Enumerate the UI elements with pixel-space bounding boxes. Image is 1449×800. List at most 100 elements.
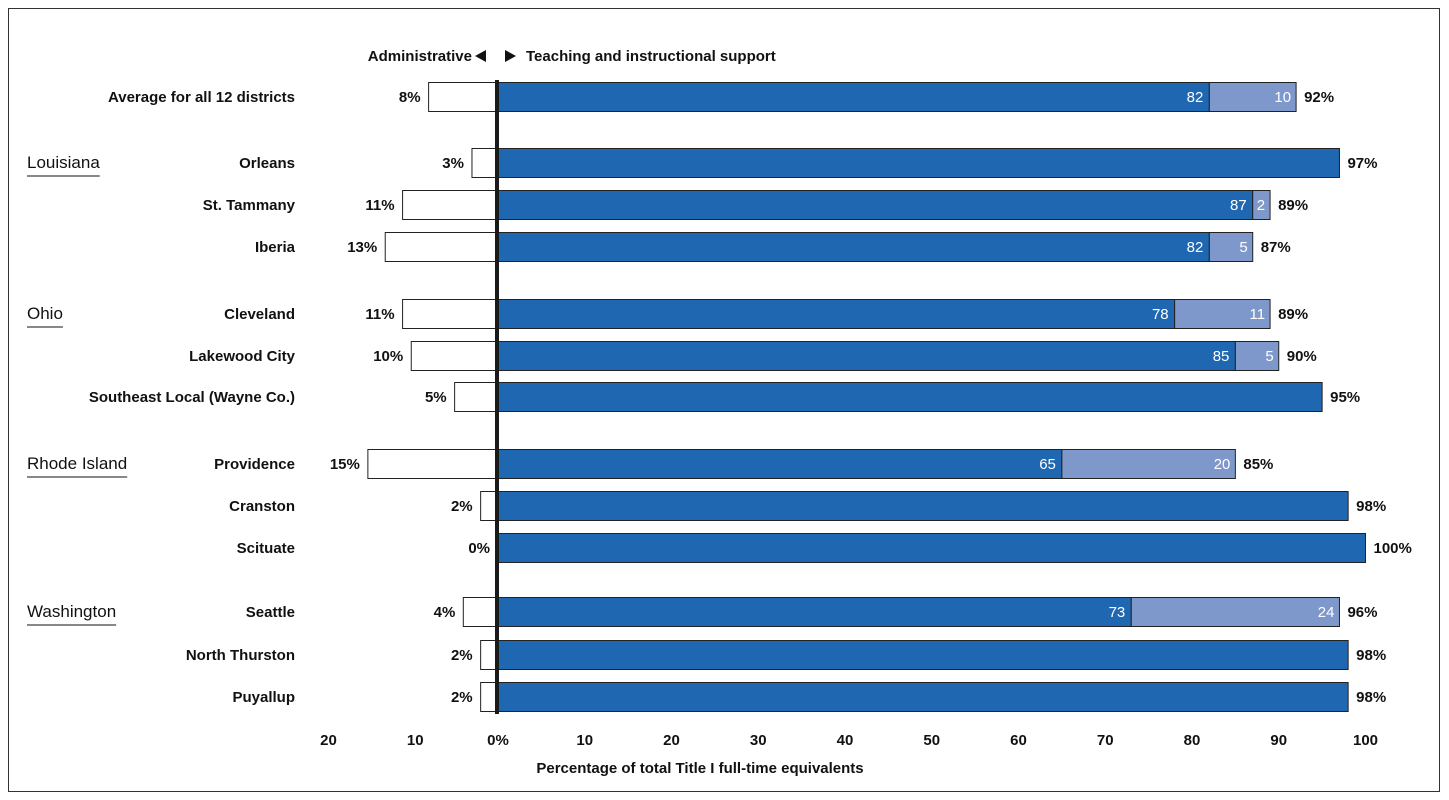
support-bar (1174, 299, 1271, 329)
header-administrative: Administrative (368, 48, 472, 65)
support-value: 5 (1239, 239, 1247, 256)
total-value: 87% (1261, 239, 1291, 256)
support-bar (1252, 190, 1271, 220)
total-value: 89% (1278, 197, 1308, 214)
teachers-value: 82 (1187, 239, 1204, 256)
support-bar (1061, 449, 1236, 479)
left-arrow-icon (475, 50, 486, 62)
administrative-value: 2% (451, 647, 473, 664)
x-axis-title: Percentage of total Title I full-time eq… (536, 760, 863, 777)
teachers-bar (497, 148, 1340, 178)
administrative-value: 2% (451, 689, 473, 706)
support-value: 2 (1257, 197, 1265, 214)
bar-row: Average for all 12 districts 8% 82 10 92% (108, 82, 1334, 112)
total-value: 90% (1287, 348, 1317, 365)
district-label: Puyallup (232, 689, 295, 706)
administrative-value: 0% (468, 540, 490, 557)
total-value: 97% (1347, 155, 1377, 172)
teachers-bar (497, 449, 1063, 479)
teachers-bar (497, 640, 1349, 670)
bar-row: Seattle 4% 73 24 96% (246, 597, 1378, 627)
x-tick-label: 40 (837, 732, 854, 749)
district-label: Providence (214, 456, 295, 473)
administrative-value: 11% (365, 306, 394, 323)
zero-axis-line (495, 80, 499, 714)
district-label: Iberia (255, 239, 296, 256)
teachers-bar (497, 682, 1349, 712)
district-label: St. Tammany (203, 197, 296, 214)
bar-row: St. Tammany 11% 87 2 89% (203, 190, 1308, 220)
support-value: 5 (1265, 348, 1273, 365)
total-value: 85% (1243, 456, 1273, 473)
total-value: 98% (1356, 689, 1386, 706)
total-value: 100% (1374, 540, 1412, 557)
teachers-value: 82 (1187, 89, 1204, 106)
support-value: 11 (1249, 306, 1265, 323)
district-label: Scituate (237, 540, 295, 557)
teachers-value: 65 (1039, 456, 1056, 473)
teachers-bar (497, 82, 1210, 112)
state-group-label: Louisiana (27, 153, 100, 172)
bar-row: Cleveland 11% 78 11 89% (224, 299, 1308, 329)
state-group-label: Washington (27, 602, 116, 621)
x-tick-label: 20 (663, 732, 680, 749)
administrative-value: 2% (451, 498, 473, 515)
bar-row: North Thurston 2% 98% (186, 640, 1386, 670)
x-tick-label: 100 (1353, 732, 1378, 749)
total-value: 98% (1356, 498, 1386, 515)
administrative-value: 5% (425, 389, 447, 406)
administrative-bar (462, 597, 499, 627)
x-tick-label: 80 (1184, 732, 1201, 749)
administrative-bar (367, 449, 499, 479)
support-value: 24 (1318, 604, 1335, 621)
chart-frame (8, 8, 1440, 792)
x-tick-label: 20 (320, 732, 337, 749)
total-value: 95% (1330, 389, 1360, 406)
support-bar (1208, 82, 1297, 112)
teachers-bar (497, 597, 1132, 627)
total-value: 92% (1304, 89, 1334, 106)
teachers-bar (497, 299, 1176, 329)
bar-row: Cranston 2% 98% (229, 491, 1386, 521)
teachers-value: 78 (1152, 306, 1169, 323)
teachers-value: 85 (1213, 348, 1230, 365)
teachers-bar (497, 341, 1236, 371)
teachers-bar (497, 382, 1323, 412)
administrative-bar (402, 299, 499, 329)
total-value: 98% (1356, 647, 1386, 664)
total-value: 96% (1347, 604, 1377, 621)
administrative-value: 3% (442, 155, 464, 172)
teachers-bar (497, 533, 1366, 563)
administrative-value: 4% (434, 604, 456, 621)
administrative-value: 15% (330, 456, 360, 473)
district-label: Southeast Local (Wayne Co.) (89, 389, 295, 406)
x-axis: 20 10 0% 10 20 30 40 50 60 70 80 90 100 (320, 80, 1378, 749)
administrative-bar (428, 82, 499, 112)
x-tick-label: 30 (750, 732, 767, 749)
support-bar (1234, 341, 1280, 371)
district-label: Average for all 12 districts (108, 89, 295, 106)
district-label: Cranston (229, 498, 295, 515)
state-group-label: Rhode Island (27, 454, 127, 473)
bar-row: Providence 15% 65 20 85% (214, 449, 1273, 479)
x-tick-label: 70 (1097, 732, 1114, 749)
administrative-bar (410, 341, 499, 371)
state-groups: Louisiana Ohio Rhode Island Washington (27, 153, 128, 626)
administrative-value: 13% (347, 239, 377, 256)
bar-row: Orleans 3% 97% (239, 148, 1378, 178)
x-tick-label: 50 (923, 732, 940, 749)
support-bar (1130, 597, 1340, 627)
administrative-value: 8% (399, 89, 421, 106)
district-label: Lakewood City (189, 348, 296, 365)
right-arrow-icon (505, 50, 516, 62)
x-tick-label: 10 (407, 732, 424, 749)
bar-row: Southeast Local (Wayne Co.) 5% 95% (89, 382, 1360, 412)
bar-row: Iberia 13% 82 5 87% (255, 232, 1291, 262)
bar-rows: Average for all 12 districts 8% 82 10 92% Orl… (89, 82, 1412, 712)
teachers-value: 73 (1109, 604, 1126, 621)
teachers-bar (497, 491, 1349, 521)
district-label: North Thurston (186, 647, 295, 664)
support-bar (1208, 232, 1254, 262)
x-tick-label: 0% (487, 732, 509, 749)
